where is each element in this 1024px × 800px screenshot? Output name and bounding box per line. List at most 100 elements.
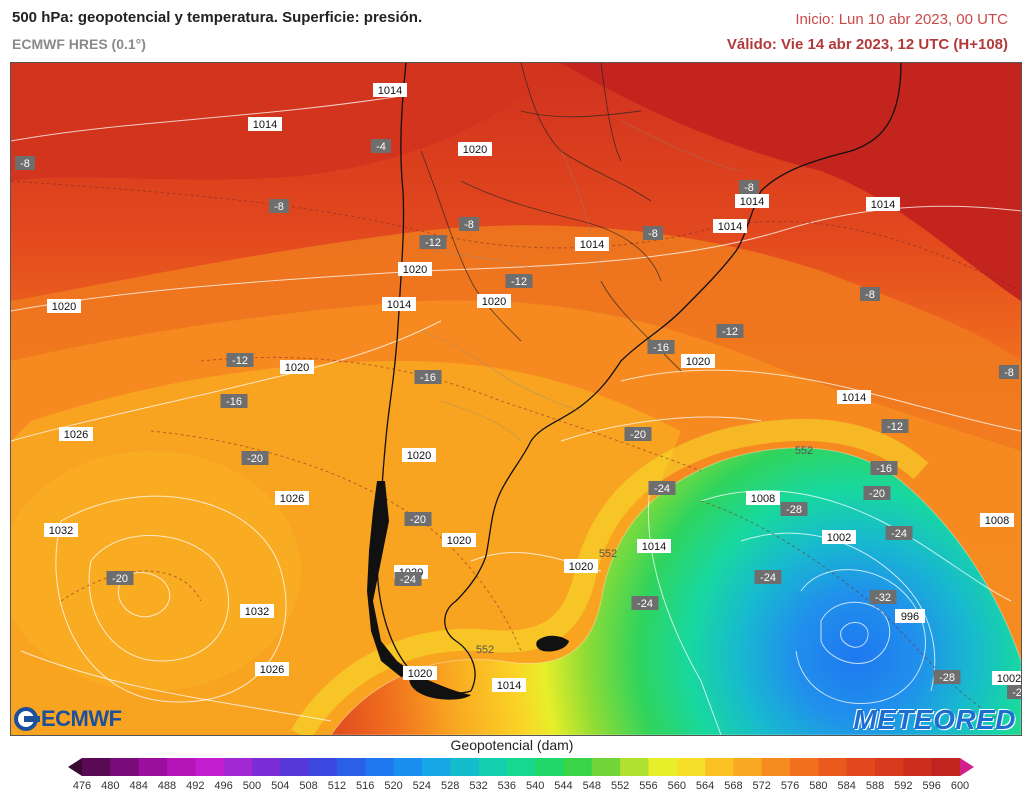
isobar-label: 1014 [575,237,609,251]
isobar-label-text: 1020 [463,144,487,156]
temperature-labels: -8 -4 -8 -8 -12 -8 -8 -12 -8 -12 -16 -8 -12 -16 -16 -12… [15,139,1021,699]
temperature-label: -8 [459,217,479,231]
colorbar-tick-label: 488 [157,780,177,792]
temperature-label-text: -16 [420,372,436,384]
isobar-label: 1020 [564,559,598,573]
temperature-label-text: -28 [939,672,955,684]
isobar-label: 1008 [980,513,1014,527]
temperature-label-text: -12 [722,326,738,338]
isobar-label-text: 1014 [580,239,604,251]
isobar-label-text: 1020 [569,561,593,573]
colorbar-tick-label: 584 [837,780,856,792]
isobar-label: 996 [895,609,925,623]
temperature-label: -16 [220,394,248,408]
colorbar-swatch [82,758,111,776]
temperature-label-text: -20 [630,429,646,441]
colorbar-tick-label: 572 [752,780,771,792]
isobar-label-text: 1008 [985,515,1009,527]
isobar-label: 1026 [275,491,309,505]
temperature-label: -12 [419,235,447,249]
temperature-label-text: -24 [760,572,776,584]
isobar-label-text: 1008 [751,493,775,505]
colorbar-swatch [478,758,508,776]
isobar-label: 1020 [403,666,437,680]
temperature-label: -8 [269,199,289,213]
temperature-label-text: -8 [865,289,875,301]
colorbar-swatch [365,758,395,776]
isobar-label-text: 1014 [253,119,277,131]
isobar-label-text: 1014 [387,299,411,311]
temperature-label-text: -4 [376,141,386,153]
temperature-label-text: -24 [637,598,653,610]
meteored-logo: METEORED [853,704,1016,735]
colorbar-tick-label: 588 [865,780,885,792]
colorbar-swatch [790,758,819,776]
isobar-label: 1020 [47,299,81,313]
isobar-label-text: 1020 [407,450,431,462]
temperature-label: -12 [716,324,744,338]
colorbar-swatch [535,758,564,776]
isobar-label: 1020 [681,354,715,368]
isobar-label: 1014 [637,539,671,553]
isobar-label-text: 1014 [497,680,521,692]
colorbar-tick-label: 504 [271,780,290,792]
colorbar-swatch [591,758,621,776]
map-canvas: 1014 1014 1020 1014 1014 1014 1014 1020 1014 1020… [11,63,1021,735]
contour-label-text: 552 [599,548,617,560]
temperature-label-text: -16 [653,342,669,354]
isobar-label-text: 1014 [718,221,742,233]
colorbar-tick-label: 576 [780,780,800,792]
temperature-label-text: -28 [786,504,802,516]
temperature-label: -28 [933,670,961,684]
colorbar-tick-label: 596 [922,780,941,792]
temperature-label-text: -20 [869,488,885,500]
isobar-label: 1002 [992,671,1021,685]
colorbar-tick-label: 580 [809,780,828,792]
contour-label-text: 552 [476,644,494,656]
colorbar-swatch [421,758,451,776]
colorbar-swatch [676,758,706,776]
isobar-label-text: 1020 [408,668,432,680]
temperature-label: -20 [241,451,269,465]
colorbar-swatch [138,758,168,776]
isobar-label: 1014 [492,678,526,692]
ecmwf-symbol-icon [14,707,40,731]
isobar-label: 1008 [746,491,780,505]
colorbar-swatch [195,758,225,776]
isobar-label-text: 1014 [642,541,666,553]
colorbar-tick-label: 600 [950,780,970,792]
colorbar-tick-label: 512 [327,780,347,792]
isobar-label-text: 1020 [403,264,427,276]
colorbar-swatch [563,758,593,776]
colorbar-swatch [110,758,140,776]
colorbar-swatch [251,758,281,776]
isobar-label-text: 1002 [997,673,1021,685]
temperature-label-text: -16 [876,463,892,475]
temperature-label: -20 [863,486,891,500]
isobar-label-text: 1032 [245,606,269,618]
temperature-label-text: -20 [112,573,128,585]
isobar-label-text: 1020 [686,356,710,368]
temperature-label: -24 [648,481,676,495]
colorbar-swatch [733,758,763,776]
colorbar-swatch [903,758,933,776]
temperature-label-text: -12 [425,237,441,249]
temperature-label: -8 [860,287,880,301]
isobar-label-text: 1014 [740,196,764,208]
temperature-label: -20 [106,571,134,585]
weather-map[interactable]: 1014 1014 1020 1014 1014 1014 1014 1020 1014 1020… [10,62,1022,736]
isobar-label-text: 1026 [64,429,88,441]
temperature-label-text: -8 [464,219,474,231]
temperature-label: -16 [414,370,442,384]
isobar-label: 1020 [477,294,511,308]
isobar-labels: 1014 1014 1020 1014 1014 1014 1014 1020 1014 1020… [44,83,1021,692]
temperature-label: -20 [404,512,432,526]
colorbar-tick-label: 568 [724,780,743,792]
colorbar-tick-label: 560 [667,780,686,792]
colorbar-tick-label: 540 [525,780,545,792]
colorbar-swatch [166,758,196,776]
map-title: 500 hPa: geopotencial y temperatura. Sup… [12,9,423,26]
isobar-label-text: 1026 [280,493,304,505]
colorbar-swatch [875,758,904,776]
colorbar-tick-label: 508 [299,780,318,792]
